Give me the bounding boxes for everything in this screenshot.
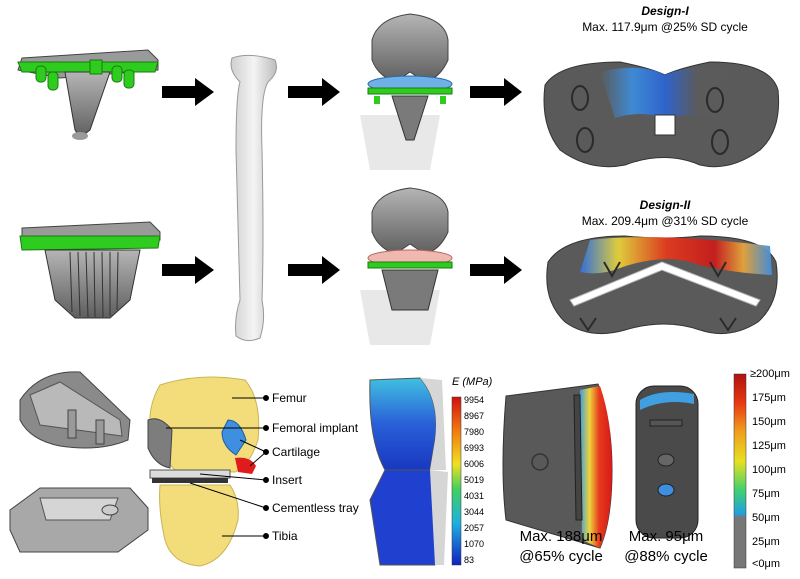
modulus-tick: 6993 xyxy=(464,443,485,453)
tibial-result: Max. 95μm @88% cycle xyxy=(606,527,726,567)
tibial-result-max: Max. 95μm xyxy=(628,528,704,545)
label-tibia: Tibia xyxy=(272,529,298,543)
bone-modulus-map xyxy=(369,377,462,566)
design2-title: Design-II xyxy=(639,198,691,212)
micromotion-tick: 150μm xyxy=(752,416,786,428)
modulus-tick: 4031 xyxy=(464,491,485,501)
design1-title: Design-I xyxy=(641,4,689,18)
modulus-tick: 3044 xyxy=(464,507,485,517)
modulus-tick: 7980 xyxy=(464,427,485,437)
exploded-femoral-implant xyxy=(19,371,131,449)
heatmap-design1 xyxy=(543,61,780,168)
flow-arrows xyxy=(162,78,522,284)
micromotion-tick: 175μm xyxy=(752,392,786,404)
micromotion-tick: 125μm xyxy=(752,440,786,452)
knee-assembly-1 xyxy=(360,13,453,170)
femoral-result: Max. 188μm @65% cycle xyxy=(496,527,626,567)
design1-result: Max. 117.9μm @25% SD cycle xyxy=(582,20,748,34)
femoral-result-max: Max. 188μm xyxy=(519,528,603,545)
anatomy-leader-lines xyxy=(166,395,269,539)
femoral-micromotion-map xyxy=(502,383,613,549)
label-insert: Insert xyxy=(272,473,303,487)
knee-assembly-2 xyxy=(360,187,453,345)
micromotion-colorbar xyxy=(733,373,747,569)
design2-result: Max. 209.4μm @31% SD cycle xyxy=(581,214,749,228)
tibial-micromotion-map xyxy=(635,385,699,539)
modulus-tick: 5019 xyxy=(464,475,485,485)
modulus-tick: 9954 xyxy=(464,395,485,405)
label-cementless-tray: Cementless tray xyxy=(272,501,359,515)
exploded-tray xyxy=(9,487,149,553)
micromotion-tick: <0μm xyxy=(752,558,781,570)
tibial-result-cycle: @88% cycle xyxy=(624,548,708,565)
modulus-tick: 2057 xyxy=(464,523,485,533)
modulus-legend-title: E (MPa) xyxy=(452,376,493,388)
label-cartilage: Cartilage xyxy=(272,445,321,459)
femoral-result-cycle: @65% cycle xyxy=(519,548,603,565)
tibia-bone xyxy=(230,54,277,342)
design1-tray xyxy=(17,49,159,140)
micromotion-tick: 75μm xyxy=(752,488,780,500)
modulus-tick: 8967 xyxy=(464,411,485,421)
micromotion-tick: 25μm xyxy=(752,536,780,548)
design2-tray xyxy=(19,221,161,319)
label-femoral-implant: Femoral implant xyxy=(272,421,359,435)
micromotion-tick: ≥200μm xyxy=(750,368,790,380)
micromotion-tick: 50μm xyxy=(752,512,780,524)
knee-anatomy-model xyxy=(147,376,260,567)
modulus-tick: 83 xyxy=(464,555,475,565)
label-femur: Femur xyxy=(272,391,307,405)
modulus-tick: 1070 xyxy=(464,539,485,549)
micromotion-tick: 100μm xyxy=(752,464,786,476)
heatmap-design2 xyxy=(546,235,778,335)
modulus-tick: 6006 xyxy=(464,459,485,469)
